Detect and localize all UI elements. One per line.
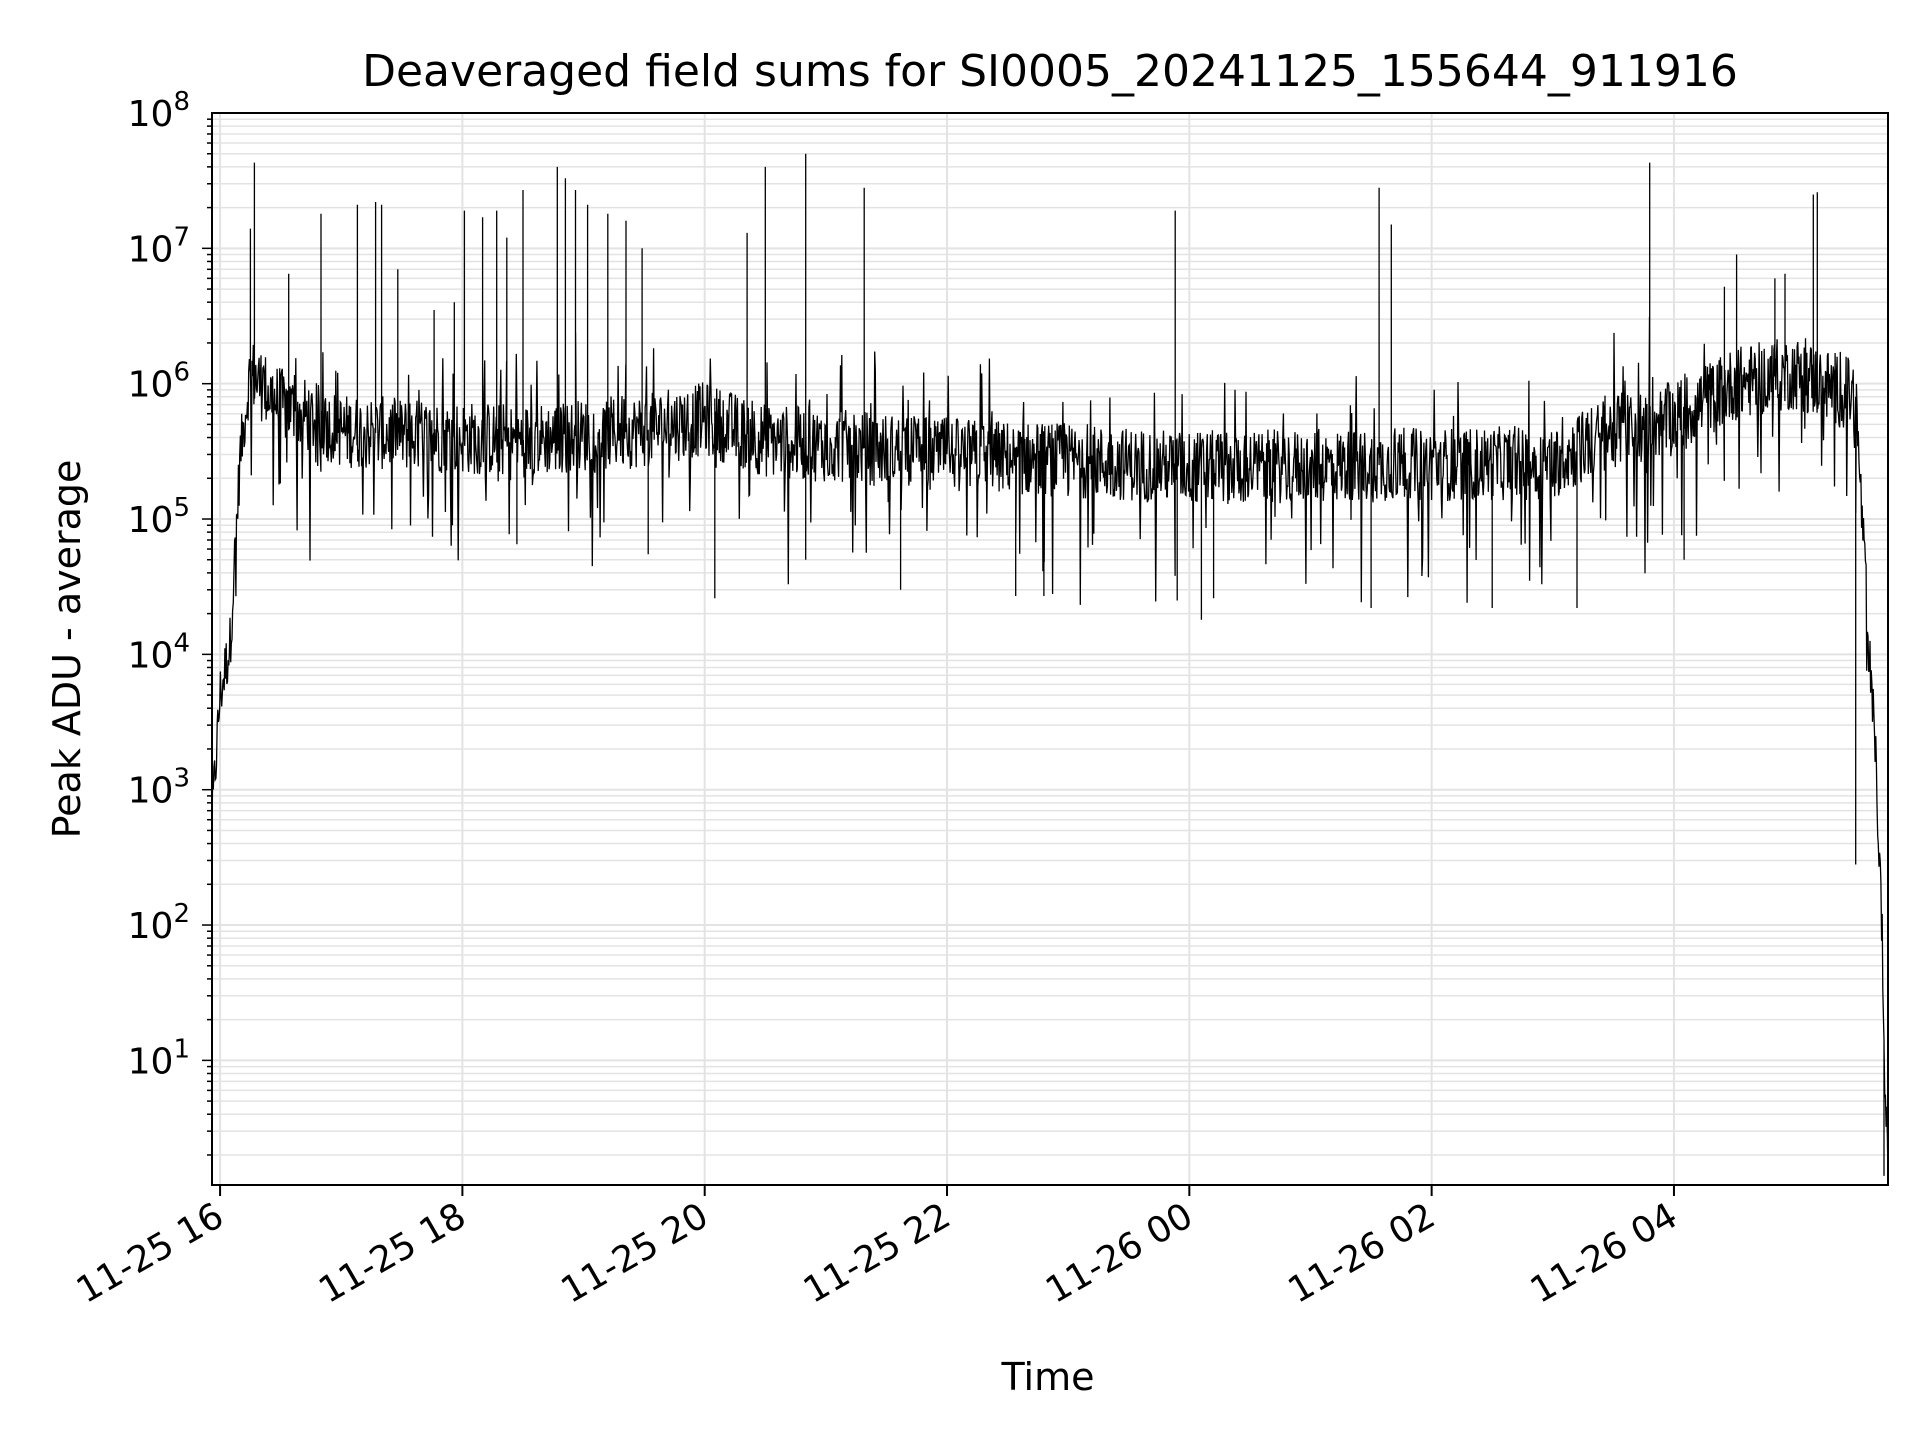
y-tick-label: 101 — [128, 1034, 190, 1082]
x-tick-label: 11-25 16 — [70, 1195, 231, 1311]
y-tick-label: 106 — [128, 358, 190, 406]
y-tick-label: 107 — [128, 222, 190, 270]
x-tick-label: 11-25 18 — [312, 1195, 473, 1311]
grid — [212, 113, 1888, 1185]
y-tick-label: 102 — [128, 899, 190, 947]
y-axis-label: Peak ADU - average — [45, 460, 89, 839]
x-tick-label: 11-26 04 — [1524, 1195, 1685, 1311]
chart-title: Deaveraged field sums for SI0005_2024112… — [362, 46, 1738, 97]
x-axis-label: Time — [1001, 1355, 1095, 1399]
y-tick-label: 108 — [128, 87, 190, 135]
y-tick-label: 103 — [128, 764, 190, 812]
x-tick-label: 11-25 22 — [797, 1195, 958, 1311]
y-tick-label: 104 — [128, 628, 190, 676]
series-line — [211, 153, 1889, 1186]
data-layer — [211, 153, 1889, 1186]
plot-frame — [211, 112, 1889, 1186]
x-tick-label: 11-25 20 — [555, 1195, 716, 1311]
x-tick-label: 11-26 02 — [1281, 1195, 1442, 1311]
axes: 11-25 16 11-25 18 11-25 20 11-25 22 11-26 00… — [70, 87, 1685, 1312]
y-tick-label: 105 — [128, 493, 190, 541]
x-tick-label: 11-26 00 — [1039, 1195, 1200, 1311]
